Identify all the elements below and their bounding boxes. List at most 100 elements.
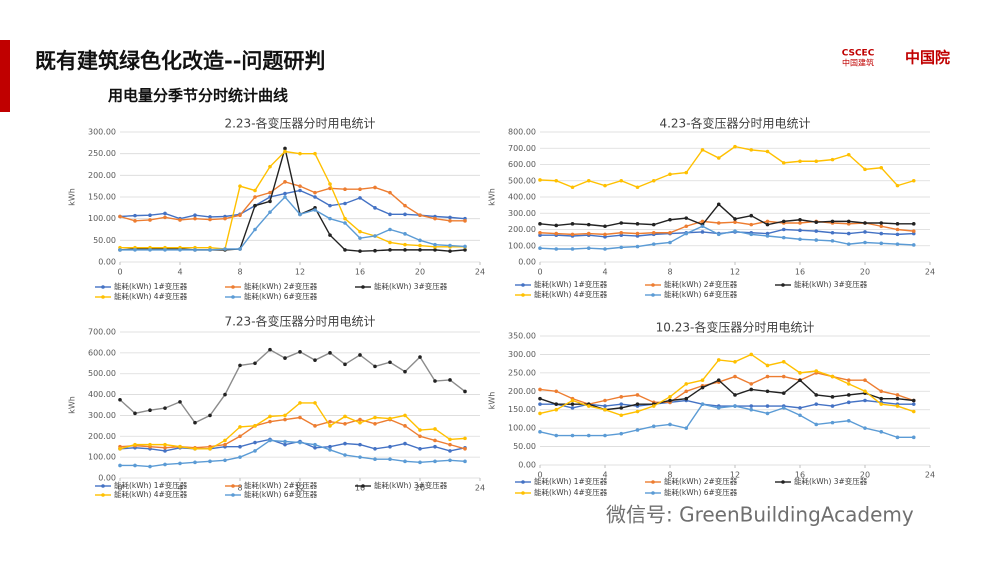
data-point [418,238,422,243]
data-point [118,397,122,402]
x-tick-label: 4 [177,484,182,493]
x-tick-label: 24 [475,484,485,493]
data-point [798,413,802,418]
data-point [373,206,377,210]
legend-label: 能耗(kWh) 3#变压器 [374,480,448,490]
data-point [716,221,721,225]
data-point [879,241,884,246]
legend-label: 能耗(kWh) 6#变压器 [244,489,318,499]
data-point [163,406,167,410]
data-point [781,360,786,364]
data-point [749,148,754,152]
data-point [238,434,242,439]
data-point [163,449,167,453]
data-point [328,419,332,424]
x-tick-label: 0 [537,268,542,277]
y-tick-label: 50.00 [513,442,536,451]
data-point [716,232,721,237]
data-point [554,407,559,412]
data-point [603,433,607,438]
series-line [119,148,466,252]
legend-marker [521,491,525,495]
data-point [328,444,332,449]
logo-org: 中国院 [905,49,950,67]
data-point [798,371,802,375]
data-point [570,247,575,251]
data-point [298,212,302,217]
data-point [163,211,167,216]
x-tick-label: 20 [860,268,870,277]
data-point [328,203,332,208]
data-point [163,248,167,252]
data-point [448,219,452,223]
data-point [814,159,819,164]
y-tick-label: 500.00 [508,176,536,185]
data-point [223,458,227,463]
data-point [863,389,867,394]
legend-marker [231,484,235,488]
legend-marker [231,295,235,299]
data-point [163,445,167,450]
data-point [148,248,152,252]
chart-title: 10.23-各变压器分时用电统计 [656,320,815,335]
data-point [668,230,672,235]
data-point [268,199,272,204]
data-point [603,407,607,412]
x-tick-label: 8 [667,268,672,277]
data-point [328,182,332,186]
data-point [373,185,377,190]
series-line [539,145,914,189]
data-point [765,411,770,416]
data-point [418,213,422,217]
x-tick-label: 16 [795,268,805,277]
legend-label: 能耗(kWh) 6#变压器 [664,289,738,299]
series-line [539,220,914,236]
data-point [651,404,656,408]
data-point [298,151,302,156]
x-tick-label: 8 [237,484,242,493]
series-line [540,399,914,409]
chart-title: 2.23-各变压器分时用电统计 [224,116,375,131]
y-tick-label: 300.00 [88,411,116,420]
data-point [463,248,467,252]
data-point [830,219,835,224]
legend-marker [521,293,525,297]
x-tick-label: 8 [667,471,672,480]
x-tick-label: 24 [925,268,935,277]
data-point [538,387,542,392]
data-point [133,411,137,416]
y-tick-label: 800.00 [508,128,536,137]
data-point [538,178,542,182]
data-point [733,220,737,224]
y-tick-label: 0.00 [518,461,536,470]
data-point [193,213,197,217]
data-point [814,220,819,224]
data-point [283,149,287,154]
x-tick-label: 20 [860,471,870,480]
legend-marker [781,283,785,287]
data-point [619,413,624,418]
data-point [570,406,575,410]
data-point [830,404,835,408]
legend-marker [521,283,525,287]
data-point [448,442,452,447]
data-point [253,188,257,193]
data-point [684,396,689,401]
series-line [539,353,914,416]
data-point [298,415,302,420]
data-point [403,248,407,252]
data-point [586,246,591,250]
data-point [684,426,689,430]
data-point [733,144,737,149]
y-tick-label: 50.00 [93,236,116,245]
data-point [733,229,737,233]
data-point [403,369,407,374]
data-point [603,398,607,403]
data-point [911,435,916,440]
data-point [538,222,542,226]
data-point [716,406,721,410]
data-point [798,378,802,383]
y-axis-label: kWh [488,188,497,206]
